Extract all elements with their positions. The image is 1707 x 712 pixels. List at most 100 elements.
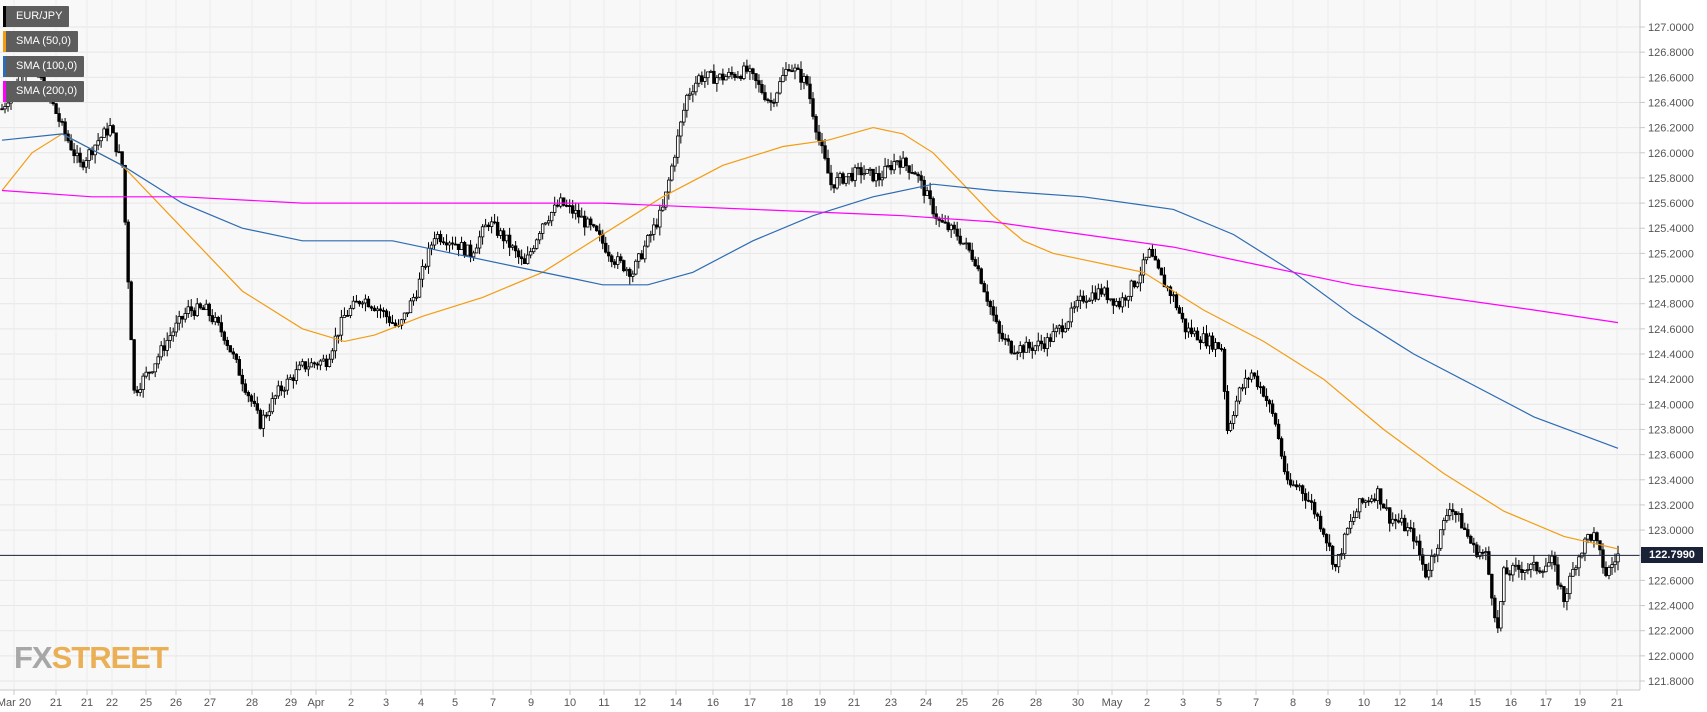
candle-body [1556, 564, 1560, 586]
candle-body [1511, 564, 1515, 576]
candle-body [595, 225, 599, 232]
candle-body [916, 173, 920, 177]
candle-body [450, 242, 455, 245]
candle-body [1547, 562, 1551, 567]
candle-body [102, 128, 106, 138]
candle-body [580, 215, 584, 218]
candle-body [1571, 568, 1575, 577]
candle-body [72, 149, 76, 157]
candle-body [1360, 498, 1365, 503]
candle-body [625, 268, 629, 272]
candle-body [622, 260, 626, 272]
legend-item-sma200[interactable]: SMA (200,0) [3, 81, 85, 102]
candle-body [1282, 455, 1287, 473]
candle-body [96, 140, 100, 146]
candle-body [1541, 571, 1545, 574]
x-tick-label: May [1102, 697, 1123, 709]
y-tick-label: 124.2000 [1648, 374, 1694, 386]
candle-body [1267, 400, 1272, 405]
candle-body [378, 308, 383, 311]
x-tick-label: 3 [1180, 697, 1186, 709]
candle-body [988, 300, 992, 308]
candle-body [432, 238, 437, 246]
candle-body [1108, 298, 1113, 301]
legend-swatch [3, 81, 6, 102]
candle-body [201, 307, 205, 311]
candle-body [516, 250, 521, 258]
candle-body [198, 303, 202, 309]
candle-body [108, 125, 112, 136]
candle-body [619, 256, 623, 261]
candle-body [156, 356, 160, 365]
candle-body [1466, 529, 1470, 537]
x-tick-label: 2 [1144, 697, 1150, 709]
y-tick-label: 125.8000 [1648, 173, 1694, 185]
x-axis-ticks: Mar 20 21 21 22 25 26 27 28 29 Apr 2 3 4 5 7 9 10 11 12 14 1… [0, 690, 1623, 709]
candle-body [841, 173, 845, 184]
candle-body [883, 165, 887, 179]
candle-body [589, 218, 593, 226]
candle-body [369, 306, 374, 309]
candle-body [1532, 561, 1536, 565]
candle-body [1270, 403, 1275, 414]
candle-body [153, 363, 157, 373]
legend-item-eurjpy[interactable]: EUR/JPY [3, 6, 70, 27]
candle-body [1198, 339, 1203, 344]
candle-body [459, 242, 464, 251]
candle-body [568, 205, 572, 207]
legend-swatch [3, 56, 6, 77]
legend-item-sma100[interactable]: SMA (100,0) [3, 56, 85, 77]
candle-body [604, 242, 608, 253]
candle-body [1427, 569, 1431, 578]
candle-body [850, 172, 854, 181]
candle-body [796, 67, 800, 70]
candle-body [477, 236, 482, 249]
candle-body [324, 358, 329, 367]
candle-body [144, 371, 148, 377]
candle-body [655, 224, 659, 228]
candle-body [1592, 532, 1596, 541]
candle-body [1499, 601, 1503, 629]
candle-body [1300, 485, 1305, 494]
candle-body [661, 206, 665, 211]
candle-body [586, 218, 590, 228]
candle-body [1258, 386, 1263, 389]
candle-body [736, 76, 740, 78]
legend-swatch [3, 31, 6, 52]
sma-line [1, 126, 1619, 550]
candle-body [1093, 292, 1098, 300]
candle-body [1436, 547, 1440, 556]
x-tick-label: 9 [1325, 697, 1331, 709]
candle-body [1297, 485, 1302, 488]
x-tick-label: 12 [1394, 697, 1406, 709]
candle-body [522, 258, 527, 265]
candle-body [1415, 540, 1419, 543]
candle-body [1463, 527, 1467, 531]
candle-body [228, 345, 232, 353]
candle-body [814, 116, 818, 133]
candle-body [453, 243, 458, 246]
candle-body [237, 359, 241, 376]
candle-body [742, 65, 746, 79]
y-tick-label: 126.2000 [1648, 123, 1694, 135]
y-tick-label: 123.8000 [1648, 424, 1694, 436]
candle-body [1574, 567, 1578, 570]
candle-body [1174, 294, 1179, 309]
candle-body [1523, 570, 1527, 573]
legend-item-sma50[interactable]: SMA (50,0) [3, 31, 79, 52]
candle-body [420, 265, 425, 280]
candle-body [664, 191, 668, 208]
candle-body [703, 77, 707, 82]
x-tick-label: 21 [848, 697, 860, 709]
candle-body [853, 167, 857, 181]
candle-body [1048, 337, 1052, 342]
candle-body [631, 273, 635, 277]
candle-body [574, 209, 578, 214]
candle-body [438, 234, 443, 243]
candle-body [709, 70, 713, 73]
candle-body [204, 303, 208, 311]
candle-body [3, 106, 7, 110]
y-tick-label: 125.6000 [1648, 198, 1694, 210]
candle-body [1000, 332, 1004, 340]
